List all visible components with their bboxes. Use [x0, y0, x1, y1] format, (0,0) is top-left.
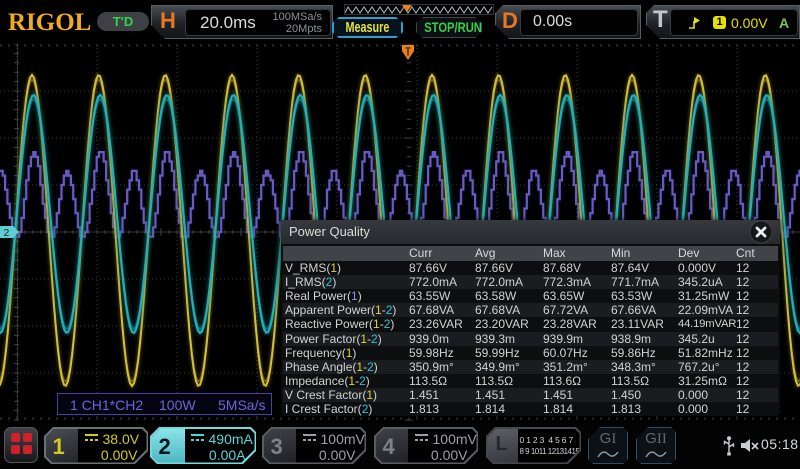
svg-text:2: 2 — [4, 227, 10, 238]
